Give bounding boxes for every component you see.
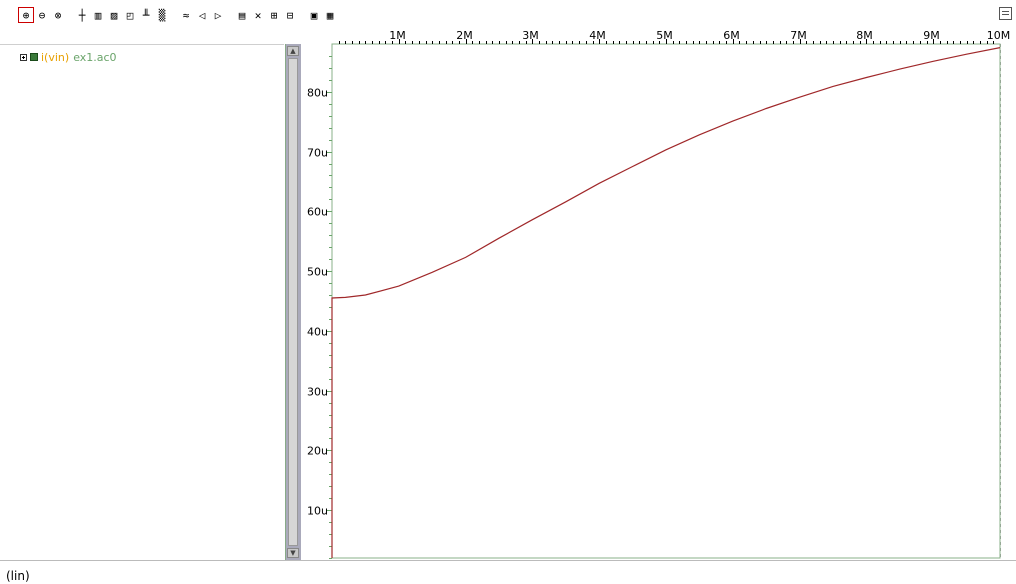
x-tick-label-top: 10M — [987, 29, 1011, 42]
x-tick-label-top: 9M — [923, 29, 940, 42]
edit-toolbar-group: ▤ ✕ ⊞ ⊟ — [234, 7, 298, 23]
series-line-ivin — [331, 47, 1001, 558]
signal-source: ex1.ac0 — [73, 50, 117, 64]
x-tick-label-top: 1M — [389, 29, 406, 42]
x-tick-label-top: 2M — [456, 29, 473, 42]
y-tick-label: 70u — [307, 147, 328, 160]
hierarchy-icon[interactable]: ⊞ — [270, 8, 278, 22]
x-tick-label-top: 8M — [856, 29, 873, 42]
zoom-fit-icon[interactable]: ⊗ — [54, 8, 62, 22]
prev-icon[interactable]: ◁ — [198, 8, 206, 22]
view-toolbar-group: ▣ ▦ — [306, 7, 338, 23]
measure-icon[interactable]: ▨ — [110, 8, 118, 22]
zoom-toolbar-group: ⊕ ⊖ ⊗ — [18, 7, 66, 23]
scroll-down-button[interactable]: ▼ — [287, 548, 299, 558]
crosshair-icon[interactable]: ┼ — [78, 8, 86, 22]
zoom-in-icon[interactable]: ⊕ — [18, 7, 34, 23]
pattern-icon[interactable]: ▒ — [158, 8, 166, 22]
wave-toolbar-group: ≈ ◁ ▷ — [178, 7, 226, 23]
toolbar: ⊕ ⊖ ⊗ ┼ ▥ ▨ ◰ ╨ ▒ ≈ ◁ ▷ ▤ ✕ ⊞ ⊟ ▣ ▦ — [0, 0, 1016, 30]
y-tick-label: 50u — [307, 266, 328, 279]
y-tick-label: 80u — [307, 87, 328, 100]
menu-icon[interactable] — [999, 7, 1012, 20]
marker-icon[interactable]: ◰ — [126, 8, 134, 22]
signal-tree: i(vin) ex1.ac0 — [0, 44, 284, 561]
delete-icon[interactable]: ✕ — [254, 8, 262, 22]
x-tick-label-top: 4M — [589, 29, 606, 42]
x-scale-label: (lin) — [6, 569, 30, 583]
y-tick-label: 10u — [307, 505, 328, 518]
x-tick-label-top: 3M — [522, 29, 539, 42]
expand-icon[interactable] — [20, 53, 27, 61]
x-tick-label-top: 5M — [656, 29, 673, 42]
bottom-bar — [0, 560, 1016, 584]
signal-tree-item[interactable]: i(vin) ex1.ac0 — [20, 50, 117, 64]
vertical-scrollbar[interactable]: ▲ ▼ — [285, 44, 301, 560]
split-icon[interactable]: ╨ — [142, 8, 150, 22]
zoom-out-icon[interactable]: ⊖ — [38, 8, 46, 22]
plot-frame — [331, 43, 1001, 559]
layers-icon[interactable]: ▤ — [238, 8, 246, 22]
grid-icon[interactable]: ▥ — [94, 8, 102, 22]
chart-axes — [326, 39, 1001, 565]
signal-name: i(vin) — [41, 50, 70, 64]
chart-series — [331, 47, 1001, 558]
x-tick-label-top: 6M — [723, 29, 740, 42]
next-icon[interactable]: ▷ — [214, 8, 222, 22]
scroll-up-button[interactable]: ▲ — [287, 46, 299, 56]
y-tick-label: 20u — [307, 445, 328, 458]
signal-visible-checkbox[interactable] — [30, 53, 38, 61]
settings-icon[interactable]: ▦ — [326, 8, 334, 22]
y-tick-label: 60u — [307, 206, 328, 219]
cursor-toolbar-group: ┼ ▥ ▨ ◰ ╨ ▒ — [74, 7, 170, 23]
y-tick-label: 30u — [307, 386, 328, 399]
y-tick-label: 40u — [307, 326, 328, 339]
x-tick-label-top: 7M — [790, 29, 807, 42]
tree-icon[interactable]: ⊟ — [286, 8, 294, 22]
panel-icon[interactable]: ▣ — [310, 8, 318, 22]
wave-icon[interactable]: ≈ — [182, 8, 190, 22]
scroll-thumb[interactable] — [288, 58, 298, 546]
